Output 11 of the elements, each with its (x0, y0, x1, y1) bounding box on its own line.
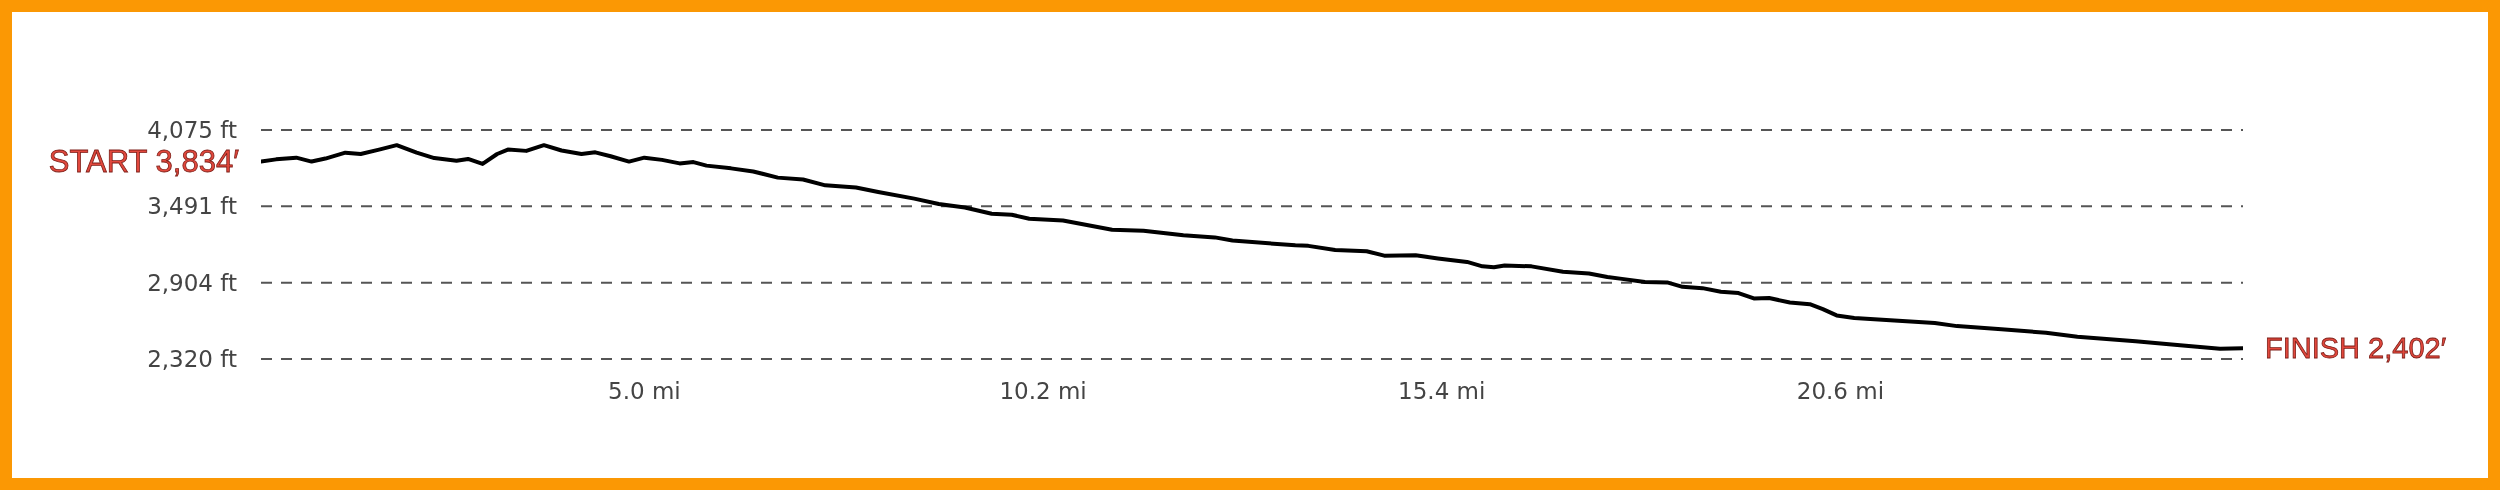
y-tick-label: 3,491 ft (147, 193, 237, 220)
x-tick-label: 20.6 mi (1796, 378, 1885, 405)
annotation: START 3,834′ (48, 143, 240, 179)
x-tick-label: 5.0 mi (608, 378, 681, 405)
x-tick-label: 10.2 mi (999, 378, 1087, 405)
y-tick-label: 4,075 ft (147, 117, 237, 144)
annotation: FINISH 2,402′ (2265, 332, 2447, 365)
y-tick-label: 2,904 ft (147, 269, 237, 296)
line-series (261, 143, 2243, 351)
x-tick-label: 15.4 mi (1398, 378, 1486, 405)
y-tick-label: 2,320 ft (147, 346, 237, 373)
